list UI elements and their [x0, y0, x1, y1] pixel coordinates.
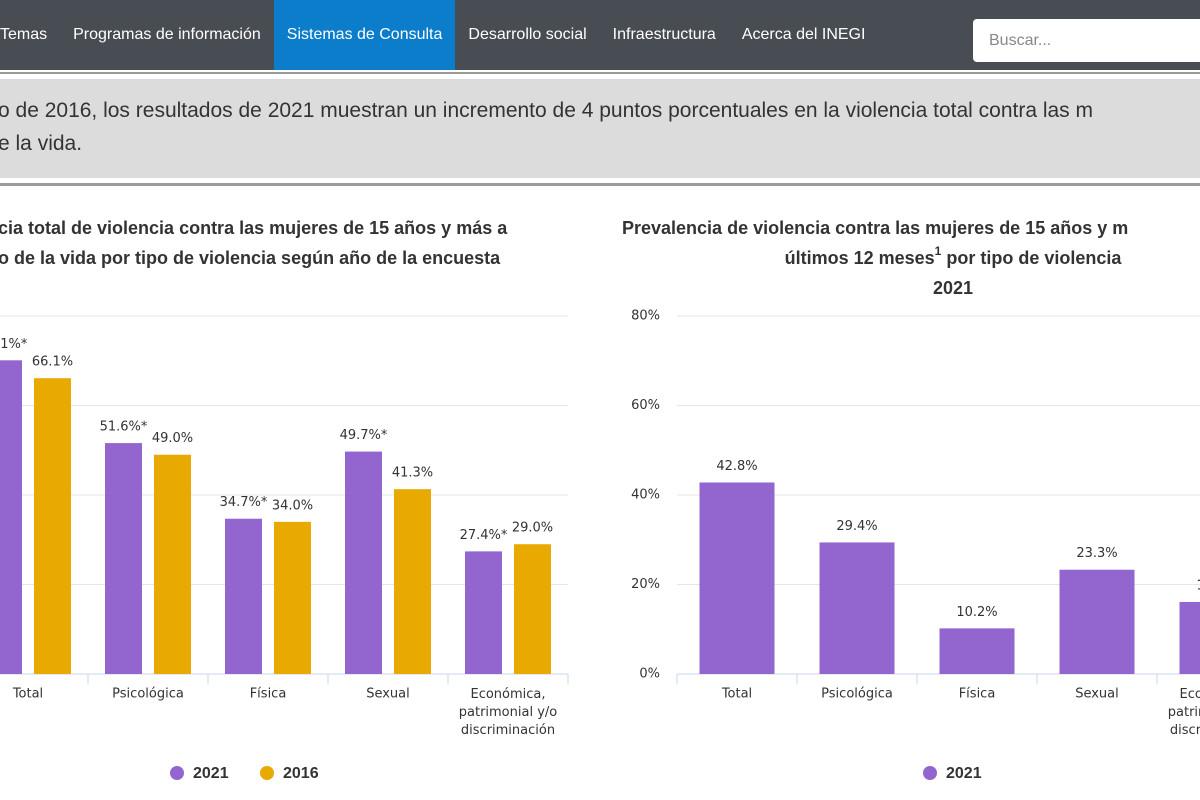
nav-items: Temas Programas de información Sistemas de…	[0, 0, 878, 70]
value-label: 34.0%	[272, 498, 313, 513]
y-tick-label: 40%	[631, 488, 660, 503]
chart-title: últimos 12 meses	[785, 248, 935, 268]
x-tick-label: Total	[721, 687, 752, 702]
value-label: 27.4%*	[460, 528, 508, 543]
bar	[345, 451, 382, 674]
chart-title: cia total de violencia contra las mujere…	[0, 218, 508, 238]
y-tick-label: 0%	[639, 667, 660, 682]
chart-title: o de la vida por tipo de violencia según…	[0, 248, 501, 268]
bar	[394, 489, 431, 674]
bar	[0, 360, 22, 674]
chart-title: por tipo de violencia	[941, 248, 1122, 268]
bar	[154, 454, 191, 674]
bar	[939, 628, 1015, 674]
bar	[819, 542, 895, 674]
bar	[1059, 569, 1135, 674]
value-label: 23.3%	[1076, 546, 1117, 561]
legend-marker	[170, 766, 184, 780]
chart: Prevalencia de violencia contra las muje…	[622, 218, 1200, 782]
y-tick-label: 20%	[631, 577, 660, 592]
x-tick-label: Psicológica	[821, 687, 893, 702]
banner: o de 2016, los resultados de 2021 muestr…	[0, 79, 1200, 178]
value-label: 41.3%	[392, 466, 433, 481]
nav-bar: Temas Programas de información Sistemas de…	[0, 0, 1200, 70]
value-label: 29.4%	[836, 519, 877, 534]
nav-item[interactable]: Desarrollo social	[468, 26, 587, 43]
x-tick-label: Física	[250, 687, 287, 702]
bar	[514, 544, 551, 674]
legend-label: 2021	[193, 765, 229, 782]
search-box[interactable]: Buscar...	[973, 19, 1200, 62]
banner-text: o de 2016, los resultados de 2021 muestr…	[0, 99, 1094, 122]
value-label: 29.0%	[512, 521, 553, 536]
chart-title: últimos 12 meses1 por tipo de violencia	[785, 244, 1123, 268]
value-label: 51.6%*	[100, 420, 148, 435]
nav-item[interactable]: Sistemas de Consulta	[273, 0, 456, 70]
chart-title-sup: 1	[935, 244, 942, 258]
chart-title: Prevalencia de violencia contra las muje…	[622, 218, 1128, 238]
value-label: 34.7%*	[220, 495, 268, 510]
x-tick-label: Física	[959, 687, 996, 702]
bar	[34, 378, 71, 674]
legend-label: 2016	[283, 765, 319, 782]
value-label: 42.8%	[716, 459, 757, 474]
value-label: 49.7%*	[340, 428, 388, 443]
legend-label: 2021	[946, 765, 982, 782]
nav-item[interactable]: Infraestructura	[612, 26, 716, 43]
value-label: 66.1%	[32, 355, 73, 370]
x-tick-label: Sexual	[1075, 687, 1119, 702]
x-tick-label: Sexual	[366, 687, 410, 702]
y-tick-label: 80%	[631, 309, 660, 324]
bar	[225, 518, 262, 674]
value-label: 16.1%	[1196, 578, 1200, 593]
value-label: 70.1%*	[0, 337, 28, 352]
nav-item[interactable]: Programas de información	[73, 26, 261, 43]
y-tick-label: 60%	[631, 398, 660, 413]
legend-marker	[923, 766, 937, 780]
value-label: 10.2%	[956, 605, 997, 620]
nav-item[interactable]: Acerca del INEGI	[741, 26, 866, 43]
chart: cia total de violencia contra las mujere…	[0, 218, 569, 782]
bar	[274, 521, 311, 674]
bar	[1179, 601, 1200, 674]
banner-text: e la vida.	[0, 132, 83, 155]
nav-item[interactable]: Temas	[0, 26, 48, 43]
x-tick-label: Psicológica	[112, 687, 184, 702]
divider	[0, 183, 1200, 186]
bar	[465, 551, 502, 674]
value-label: 49.0%	[152, 431, 193, 446]
chart-subtitle: 2021	[933, 278, 973, 298]
legend-marker	[260, 766, 274, 780]
bar	[699, 482, 775, 674]
x-tick-label: Total	[12, 687, 43, 702]
bar	[105, 443, 142, 674]
divider	[0, 72, 1200, 74]
